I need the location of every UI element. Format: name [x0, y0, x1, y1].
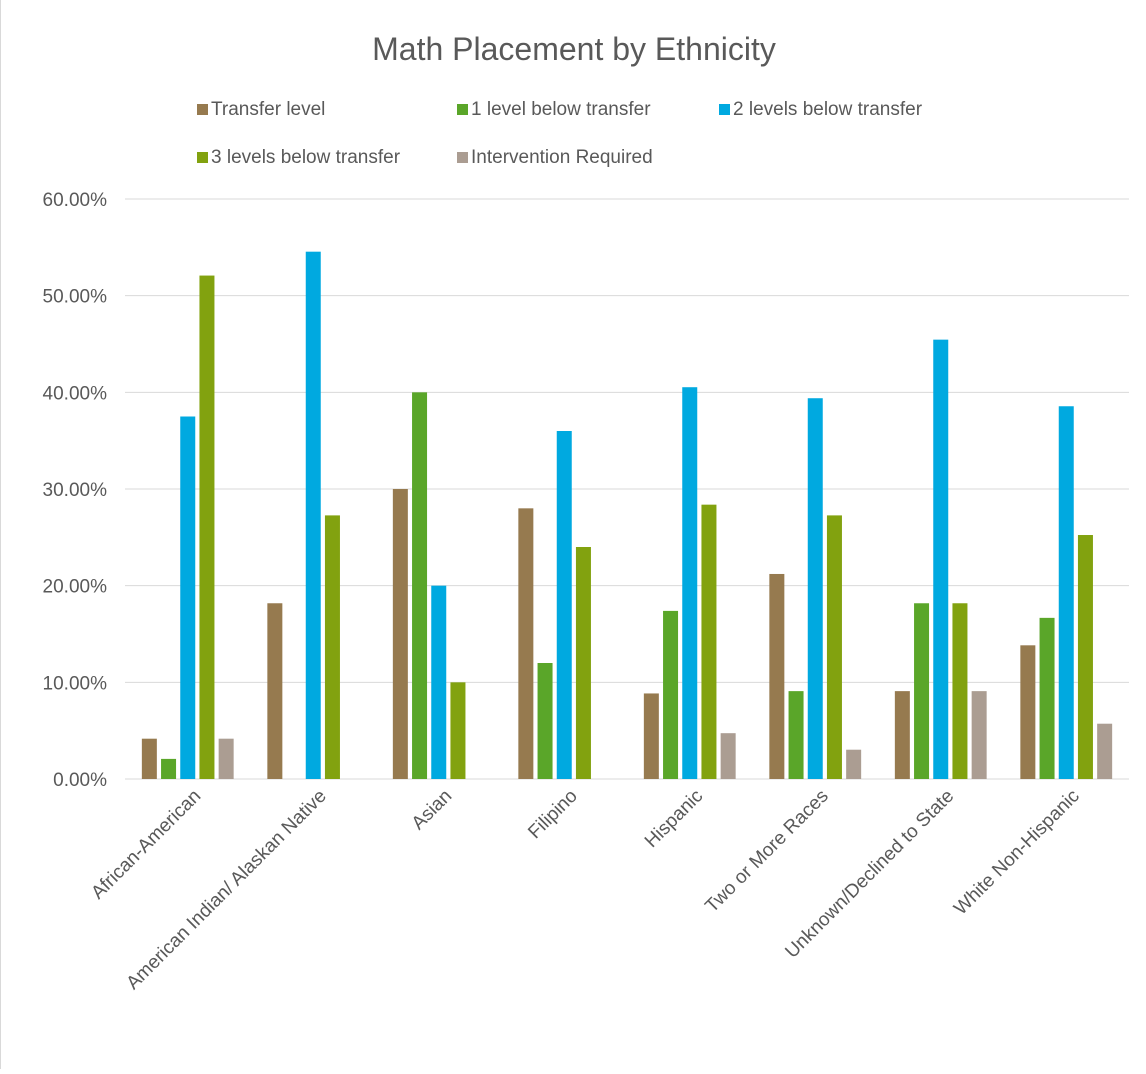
bar — [643, 693, 659, 779]
bar — [1097, 723, 1113, 779]
bar — [161, 758, 177, 779]
bar — [305, 251, 321, 779]
y-tick-label: 50.00% — [43, 287, 108, 308]
y-tick-label: 0.00% — [53, 770, 107, 791]
bar — [218, 738, 234, 779]
bar — [682, 387, 698, 779]
legend-swatch — [197, 104, 208, 115]
bar — [556, 431, 572, 779]
bar — [788, 691, 804, 779]
bar — [769, 573, 785, 779]
bar — [701, 504, 717, 779]
x-tick-label: White Non-Hispanic — [950, 786, 1084, 920]
bar — [392, 489, 408, 779]
bar — [141, 738, 157, 779]
bar — [933, 339, 949, 779]
chart-title: Math Placement by Ethnicity — [372, 31, 776, 67]
bar — [412, 392, 428, 779]
y-axis: 0.00% 10.00% 20.00% 30.00% 40.00% 50.00% 60.00… — [43, 190, 108, 791]
y-tick-label: 40.00% — [43, 383, 108, 404]
x-tick-label: Asian — [408, 786, 456, 834]
bar — [267, 603, 283, 779]
legend-swatch — [197, 152, 208, 163]
bar — [663, 610, 679, 779]
y-tick-label: 60.00% — [43, 190, 108, 211]
x-tick-label: Filipino — [524, 786, 581, 843]
bar — [1020, 645, 1036, 779]
x-tick-label: Two or More Races — [701, 786, 832, 917]
bar — [518, 508, 534, 779]
bar — [180, 416, 196, 779]
bar — [450, 682, 466, 779]
legend-label: 2 levels below transfer — [733, 99, 923, 120]
bar — [1058, 406, 1074, 779]
legend-swatch — [457, 152, 468, 163]
bar — [914, 603, 930, 779]
bar — [894, 691, 910, 779]
bar — [720, 733, 736, 779]
y-tick-label: 10.00% — [43, 673, 108, 694]
legend-swatch — [457, 104, 468, 115]
bar — [846, 749, 862, 779]
y-tick-label: 30.00% — [43, 480, 108, 501]
x-tick-label: African-American — [87, 786, 205, 904]
bar — [807, 398, 823, 779]
legend-label: 1 level below transfer — [471, 99, 651, 120]
x-tick-label: American Indian/ Alaskan Native — [123, 786, 331, 994]
y-tick-label: 20.00% — [43, 577, 108, 598]
bar — [575, 547, 591, 779]
bar — [826, 515, 842, 779]
x-tick-label: Hispanic — [641, 786, 707, 852]
gridlines — [125, 198, 1129, 780]
bar — [1077, 535, 1093, 779]
bar — [952, 603, 968, 779]
legend-label: Transfer level — [211, 99, 325, 120]
legend-label: Intervention Required — [471, 147, 653, 168]
bar — [324, 515, 340, 779]
bar — [971, 691, 987, 779]
legend: Transfer level 1 level below transfer 2 le… — [197, 99, 923, 168]
bar — [431, 585, 447, 779]
bars — [141, 251, 1113, 779]
bar — [1039, 617, 1055, 779]
bar — [199, 275, 215, 779]
bar — [537, 663, 553, 779]
legend-label: 3 levels below transfer — [211, 147, 401, 168]
legend-swatch — [719, 104, 730, 115]
